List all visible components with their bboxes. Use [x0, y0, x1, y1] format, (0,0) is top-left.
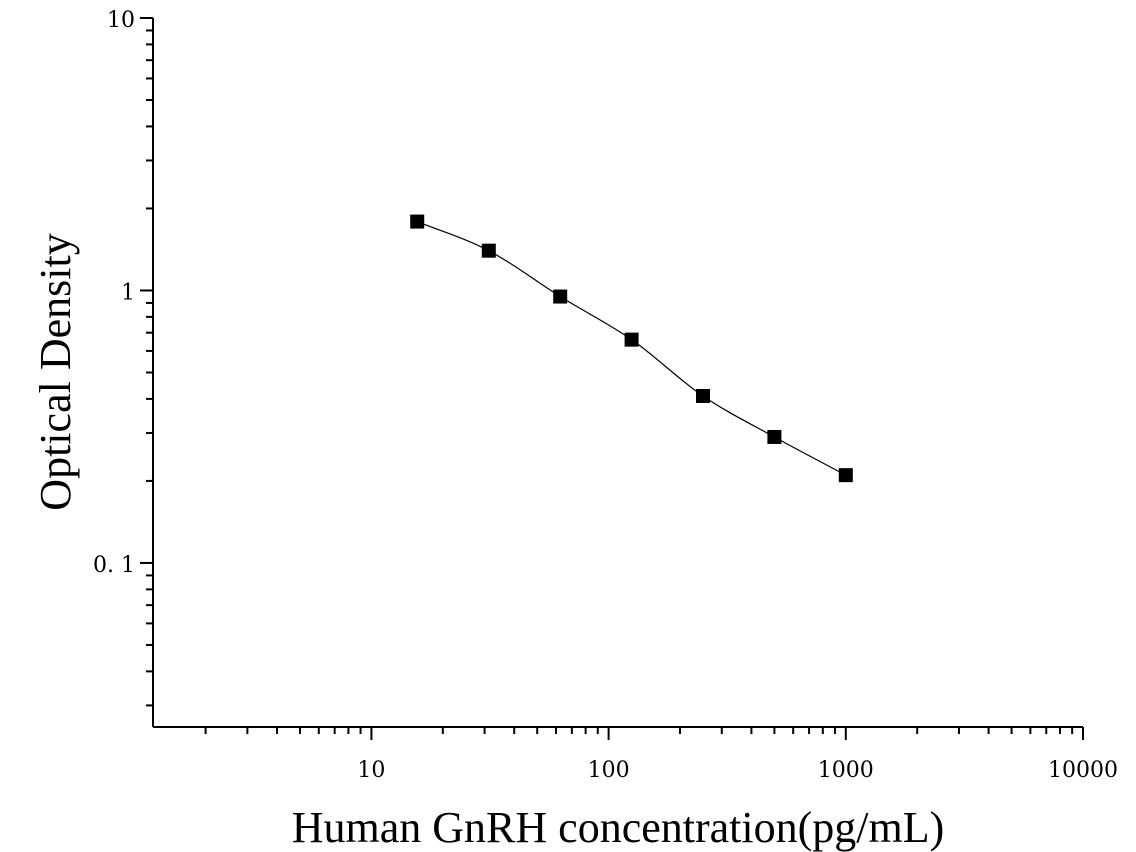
axes	[140, 17, 1084, 740]
y-tick-label: 0. 1	[93, 553, 135, 578]
data-point	[481, 243, 496, 258]
data-point	[695, 388, 710, 403]
fit-curve-layer	[416, 221, 847, 476]
x-tick-label: 10	[357, 758, 385, 783]
data-point	[767, 429, 782, 444]
data-point	[553, 289, 568, 304]
data-points-layer	[410, 214, 853, 483]
x-tick-label: 100	[588, 758, 630, 783]
x-tick-label: 1000	[818, 758, 874, 783]
y-tick-label: 1	[121, 280, 135, 305]
tick-labels-layer: 10 100 1000 10000 0. 1 1 10	[93, 8, 1118, 783]
data-point	[624, 332, 639, 347]
x-axis-title: Human GnRH concentration(pg/mL)	[292, 803, 945, 852]
x-tick-label: 10000	[1048, 758, 1118, 783]
data-point	[410, 214, 425, 229]
y-tick-label: 10	[107, 8, 135, 33]
data-point	[838, 468, 853, 483]
y-axis-title: Optical Density	[31, 233, 80, 510]
fit-curve	[416, 221, 847, 476]
